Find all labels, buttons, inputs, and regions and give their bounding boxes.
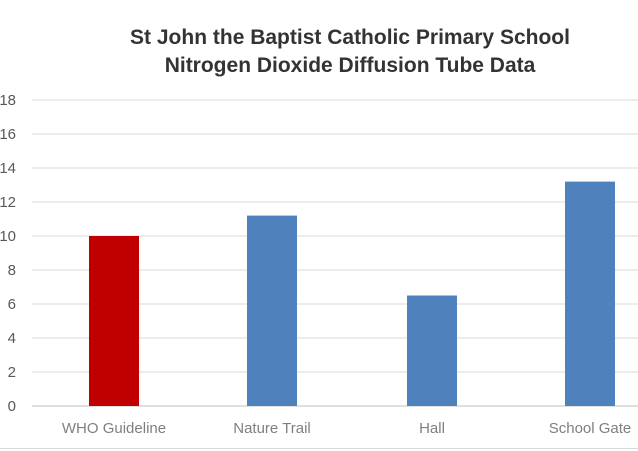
x-category-label: WHO Guideline — [62, 420, 166, 437]
chart-title-line-2: Nitrogen Dioxide Diffusion Tube Data — [164, 54, 536, 77]
chart-title: St John the Baptist Catholic Primary Sch… — [0, 24, 638, 80]
y-tick-label: 4 — [8, 330, 16, 347]
y-tick-label: 18 — [0, 92, 16, 109]
chart-title-line-1: St John the Baptist Catholic Primary Sch… — [130, 26, 570, 49]
y-tick-label: 0 — [8, 398, 16, 415]
y-tick-label: 12 — [0, 194, 16, 211]
bar-who-guideline — [89, 236, 139, 406]
bar-school-gate — [565, 181, 615, 406]
bar-hall — [407, 295, 457, 406]
x-category-label: Hall — [419, 420, 445, 437]
y-tick-label: 2 — [8, 364, 16, 381]
bars — [89, 181, 615, 406]
y-tick-label: 6 — [8, 296, 16, 313]
y-axis-ticks: 0 2 4 6 8 10 12 14 16 18 — [0, 92, 16, 415]
y-tick-label: 16 — [0, 126, 16, 143]
x-axis-labels: WHO Guideline Nature Trail Hall School Gate — [62, 420, 631, 437]
y-tick-label: 10 — [0, 228, 16, 245]
x-category-label: Nature Trail — [233, 420, 311, 437]
y-tick-label: 8 — [8, 262, 16, 279]
x-category-label: School Gate — [549, 420, 632, 437]
y-tick-label: 14 — [0, 160, 16, 177]
bar-nature-trail — [247, 215, 297, 406]
chart-border-bottom — [0, 448, 638, 449]
